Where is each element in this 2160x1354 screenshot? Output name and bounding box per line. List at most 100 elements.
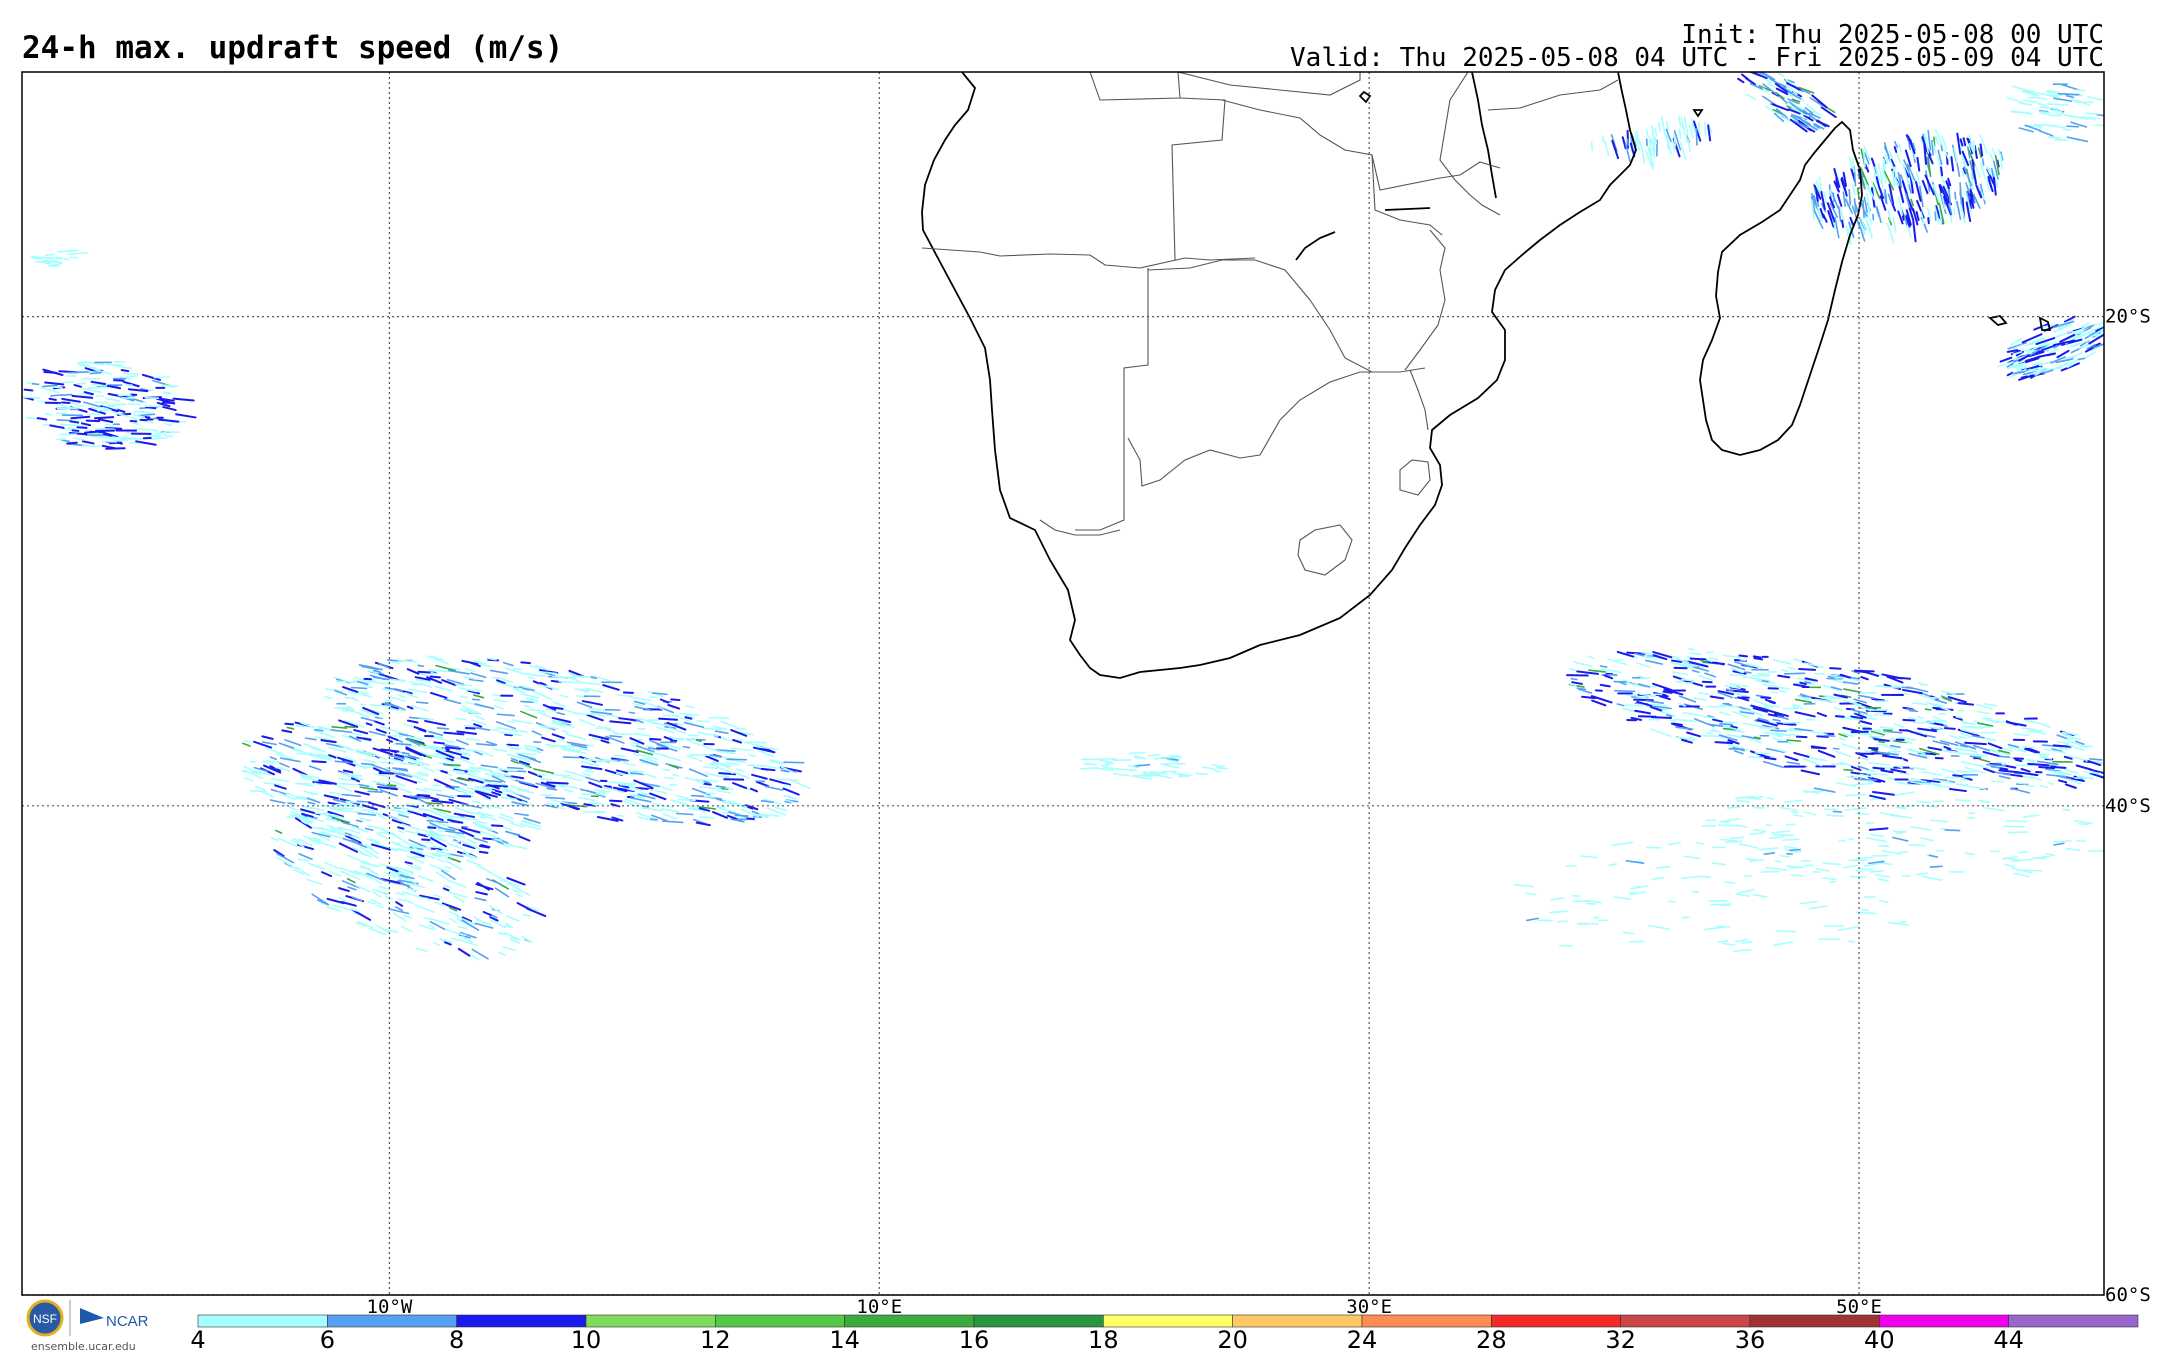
updraft-streak (1772, 718, 1781, 722)
updraft-streak (523, 705, 531, 708)
updraft-streak (1906, 196, 1914, 212)
updraft-streak (2086, 344, 2096, 350)
nsf-logo: NSF (26, 1299, 64, 1337)
updraft-streak (1763, 732, 1783, 735)
updraft-streak (641, 807, 664, 812)
updraft-streak (1881, 168, 1887, 180)
updraft-streak (1725, 733, 1743, 738)
updraft-streak (279, 757, 301, 763)
updraft-streak (730, 818, 745, 823)
updraft-streak (1964, 766, 1986, 774)
updraft-streak (1997, 361, 2014, 368)
updraft-streak (2038, 97, 2048, 100)
updraft-streak (617, 814, 625, 817)
updraft-streak (1750, 704, 1769, 712)
updraft-streak (1754, 736, 1761, 740)
updraft-streak (443, 941, 452, 946)
updraft-streak (1969, 755, 1982, 759)
updraft-streak (2039, 754, 2049, 758)
updraft-streak (1665, 128, 1672, 143)
updraft-streak (1961, 170, 1965, 177)
updraft-streak (2021, 727, 2036, 731)
updraft-streak (1704, 121, 1707, 137)
updraft-streak (44, 253, 55, 257)
updraft-streak (2016, 771, 2039, 777)
updraft-streak (324, 695, 333, 700)
updraft-streak (559, 694, 569, 699)
updraft-streak (536, 747, 544, 752)
updraft-streak (472, 698, 481, 701)
updraft-streak (398, 898, 412, 903)
updraft-streak (391, 841, 401, 845)
updraft-streak (555, 783, 576, 789)
updraft-streak (1815, 180, 1821, 194)
updraft-streak (612, 786, 635, 793)
updraft-streak (42, 368, 64, 377)
updraft-streak (1874, 166, 1882, 184)
updraft-streak (2073, 819, 2093, 825)
updraft-streak (1932, 184, 1940, 202)
updraft-streak (456, 915, 477, 926)
updraft-streak (131, 421, 140, 426)
updraft-streak (715, 749, 736, 752)
updraft-streak (372, 891, 382, 898)
updraft-streak (1737, 77, 1745, 84)
colorbar-swatch (327, 1314, 457, 1328)
updraft-streak (562, 730, 570, 733)
updraft-streak (397, 659, 418, 663)
updraft-streak (1695, 841, 1705, 845)
updraft-streak (728, 811, 749, 819)
updraft-streak (153, 431, 167, 435)
updraft-streak (529, 665, 541, 670)
updraft-streak (1827, 210, 1835, 228)
updraft-streak (325, 815, 333, 819)
border-mozambique-tanzania (1487, 79, 1619, 111)
updraft-streak (1854, 703, 1872, 712)
updraft-streak (1689, 657, 1707, 661)
updraft-streak (515, 893, 523, 898)
updraft-streak (448, 917, 458, 924)
longitude-label: 10°E (856, 1296, 902, 1318)
updraft-streak (1863, 152, 1870, 165)
updraft-streak (1785, 78, 1794, 86)
updraft-streak (1934, 129, 1944, 146)
updraft-streak (414, 904, 435, 913)
updraft-streak (465, 738, 480, 741)
updraft-streak (472, 694, 485, 699)
updraft-streak (377, 814, 387, 820)
updraft-streak (1111, 768, 1134, 771)
updraft-streak (709, 754, 722, 758)
updraft-streak (298, 795, 308, 799)
updraft-streak (350, 709, 370, 719)
updraft-streak (1947, 696, 1967, 704)
updraft-streak (344, 725, 356, 729)
updraft-streak (1954, 799, 1971, 802)
updraft-streak (2014, 758, 2023, 763)
updraft-streak (732, 782, 748, 790)
updraft-streak (1859, 201, 1868, 217)
updraft-streak (1651, 125, 1656, 147)
updraft-streak (504, 931, 521, 941)
updraft-streak (310, 791, 319, 796)
updraft-streak (1786, 90, 1802, 100)
updraft-streak (1973, 744, 1991, 752)
updraft-streak (100, 405, 119, 413)
updraft-streak (715, 785, 726, 789)
updraft-streak (435, 838, 448, 843)
updraft-streak (1912, 702, 1929, 706)
updraft-streak (1965, 201, 1972, 223)
updraft-streak (445, 830, 465, 835)
updraft-streak (503, 826, 513, 831)
updraft-streak (1886, 675, 1904, 684)
updraft-streak (1968, 134, 1974, 150)
updraft-streak (1895, 151, 1901, 164)
updraft-streak (2010, 337, 2023, 346)
updraft-streak (1525, 892, 1537, 896)
updraft-streak (512, 755, 532, 763)
updraft-streak (412, 855, 426, 859)
updraft-streak (342, 686, 359, 693)
updraft-streak (403, 868, 415, 875)
border-malawi (1439, 72, 1501, 216)
updraft-streak (265, 760, 280, 763)
updraft-streak (367, 825, 385, 830)
